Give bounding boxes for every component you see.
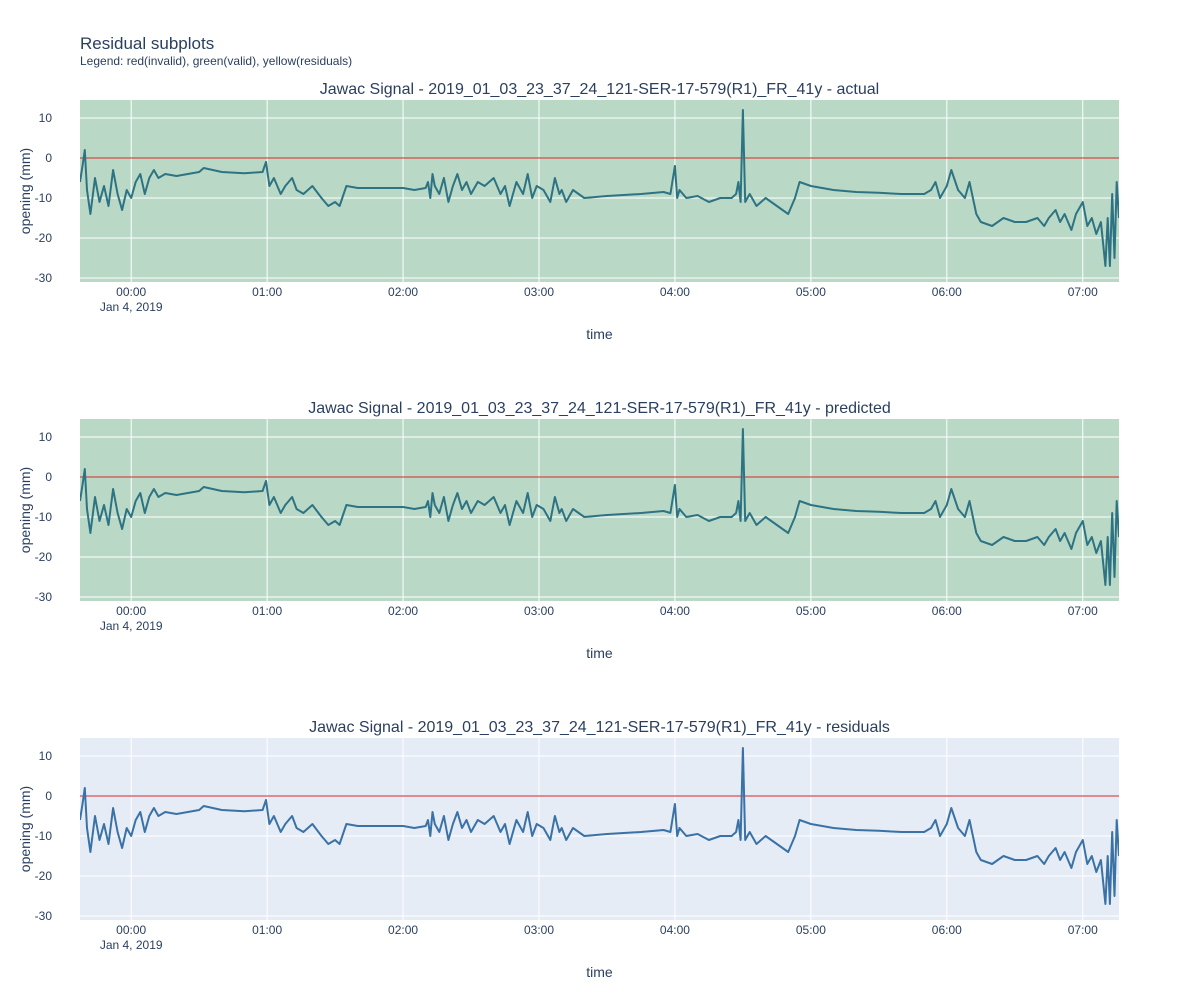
y-tick-label: -30 xyxy=(35,271,53,285)
y-tick-label: -20 xyxy=(35,231,53,245)
x-tick-label: 06:00 xyxy=(932,923,962,937)
subplot-2: Jawac Signal - 2019_01_03_23_37_24_121-S… xyxy=(17,400,1119,661)
x-tick-label: 03:00 xyxy=(524,604,554,618)
y-axis-label: opening (mm) xyxy=(17,148,33,234)
y-tick-label: 0 xyxy=(45,151,52,165)
plot-background xyxy=(80,738,1119,920)
x-tick-date-label: Jan 4, 2019 xyxy=(100,300,163,314)
x-tick-label: 05:00 xyxy=(796,285,826,299)
y-tick-label: -30 xyxy=(35,909,53,923)
signal-series-line xyxy=(80,428,1119,586)
y-tick-label: 0 xyxy=(45,470,52,484)
page-subtitle: Legend: red(invalid), green(valid), yell… xyxy=(80,54,353,68)
y-tick-label: -10 xyxy=(35,510,53,524)
y-axis-label: opening (mm) xyxy=(17,786,33,872)
x-tick-label: 00:00 xyxy=(116,604,146,618)
signal-series-line xyxy=(80,747,1119,905)
x-tick-label: 04:00 xyxy=(660,923,690,937)
x-axis-label: time xyxy=(586,964,613,980)
y-axis-label: opening (mm) xyxy=(17,467,33,553)
y-tick-label: -20 xyxy=(35,869,53,883)
y-tick-label: -20 xyxy=(35,550,53,564)
x-tick-label: 07:00 xyxy=(1068,923,1098,937)
subplot-1: Jawac Signal - 2019_01_03_23_37_24_121-S… xyxy=(17,81,1119,342)
subplot-title: Jawac Signal - 2019_01_03_23_37_24_121-S… xyxy=(320,81,879,98)
page-title: Residual subplots xyxy=(80,34,215,53)
x-tick-label: 00:00 xyxy=(116,923,146,937)
y-tick-label: -10 xyxy=(35,829,53,843)
x-tick-label: 05:00 xyxy=(796,604,826,618)
x-tick-label: 00:00 xyxy=(116,285,146,299)
plot-background xyxy=(80,419,1119,601)
x-tick-label: 06:00 xyxy=(932,285,962,299)
x-tick-label: 04:00 xyxy=(660,285,690,299)
x-tick-label: 04:00 xyxy=(660,604,690,618)
y-tick-label: -30 xyxy=(35,590,53,604)
x-tick-label: 02:00 xyxy=(388,604,418,618)
x-tick-label: 07:00 xyxy=(1068,285,1098,299)
signal-series-line xyxy=(80,109,1119,267)
x-tick-label: 02:00 xyxy=(388,285,418,299)
plot-background xyxy=(80,100,1119,282)
y-tick-label: -10 xyxy=(35,191,53,205)
subplot-3: Jawac Signal - 2019_01_03_23_37_24_121-S… xyxy=(17,719,1119,980)
x-tick-date-label: Jan 4, 2019 xyxy=(100,938,163,952)
subplot-title: Jawac Signal - 2019_01_03_23_37_24_121-S… xyxy=(308,400,891,417)
subplot-title: Jawac Signal - 2019_01_03_23_37_24_121-S… xyxy=(309,719,890,736)
y-tick-label: 10 xyxy=(39,111,53,125)
x-tick-label: 07:00 xyxy=(1068,604,1098,618)
x-tick-label: 01:00 xyxy=(252,923,282,937)
x-tick-label: 06:00 xyxy=(932,604,962,618)
x-axis-label: time xyxy=(586,645,613,661)
x-tick-label: 05:00 xyxy=(796,923,826,937)
x-tick-label: 03:00 xyxy=(524,285,554,299)
x-tick-label: 01:00 xyxy=(252,604,282,618)
y-tick-label: 10 xyxy=(39,430,53,444)
x-tick-label: 01:00 xyxy=(252,285,282,299)
y-tick-label: 0 xyxy=(45,789,52,803)
x-tick-label: 03:00 xyxy=(524,923,554,937)
x-tick-label: 02:00 xyxy=(388,923,418,937)
x-tick-date-label: Jan 4, 2019 xyxy=(100,619,163,633)
y-tick-label: 10 xyxy=(39,749,53,763)
x-axis-label: time xyxy=(586,326,613,342)
